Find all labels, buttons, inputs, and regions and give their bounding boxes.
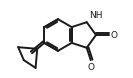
Text: O: O — [111, 30, 118, 39]
Text: NH: NH — [89, 11, 103, 20]
Text: O: O — [87, 63, 94, 72]
